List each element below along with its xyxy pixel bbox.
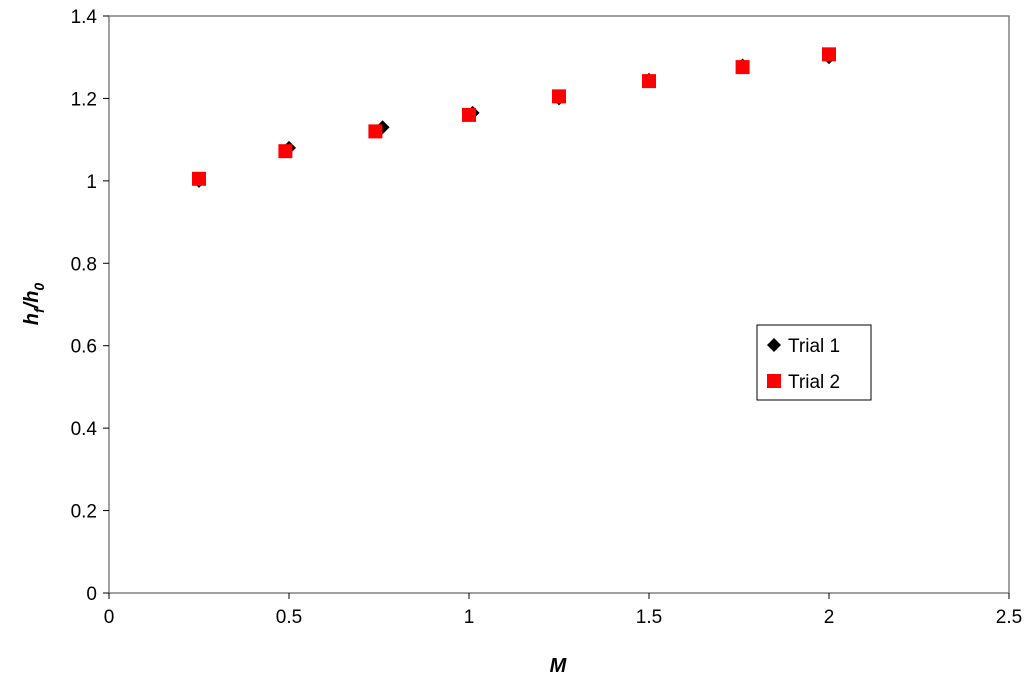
x-axis-title: M xyxy=(550,655,568,677)
legend-label-trial-2: Trial 2 xyxy=(788,372,840,393)
x-tick-label: 0 xyxy=(104,607,115,628)
trial-2-point xyxy=(462,107,476,122)
y-tick-label: 0.4 xyxy=(71,419,98,440)
trial-2-point xyxy=(552,89,566,104)
x-tick-label: 1 xyxy=(464,607,475,628)
y-axis-title: hf/h0 xyxy=(21,283,47,326)
y-axis-title-sub-f: f xyxy=(31,307,47,313)
y-axis-title-h: h xyxy=(21,313,43,325)
legend: Trial 1 Trial 2 xyxy=(756,324,872,401)
trial-2-point xyxy=(642,74,656,89)
x-axis-ticks: 0 0.5 1 1.5 2 2.5 xyxy=(104,593,1022,628)
y-axis-title-slash-h: /h xyxy=(21,291,43,310)
y-tick-label: 1.2 xyxy=(71,89,97,110)
y-tick-label: 0.6 xyxy=(71,337,97,358)
x-tick-label: 2.5 xyxy=(996,607,1022,628)
y-tick-label: 0.2 xyxy=(71,502,97,523)
trial-2-point xyxy=(192,171,206,186)
x-tick-label: 2 xyxy=(824,607,835,628)
y-axis-ticks: 0 0.2 0.4 0.6 0.8 1 1.2 1.4 xyxy=(71,7,109,605)
data-markers xyxy=(192,47,836,188)
legend-marker-trial-1 xyxy=(767,338,781,352)
y-tick-label: 0 xyxy=(86,584,97,605)
legend-marker-trial-2 xyxy=(767,374,781,388)
y-tick-label: 0.8 xyxy=(71,254,97,275)
y-tick-label: 1 xyxy=(86,172,97,193)
x-tick-label: 1.5 xyxy=(636,607,662,628)
y-tick-label: 1.4 xyxy=(71,7,98,28)
trial-2-point xyxy=(822,47,836,62)
legend-label-trial-1: Trial 1 xyxy=(788,336,840,357)
x-tick-label: 0.5 xyxy=(276,607,302,628)
trial-2-point xyxy=(278,144,293,159)
trial-2-point xyxy=(368,124,383,139)
plot-area xyxy=(108,15,1010,594)
y-axis-title-sub-0: 0 xyxy=(31,283,47,291)
trial-2-point xyxy=(735,60,750,75)
